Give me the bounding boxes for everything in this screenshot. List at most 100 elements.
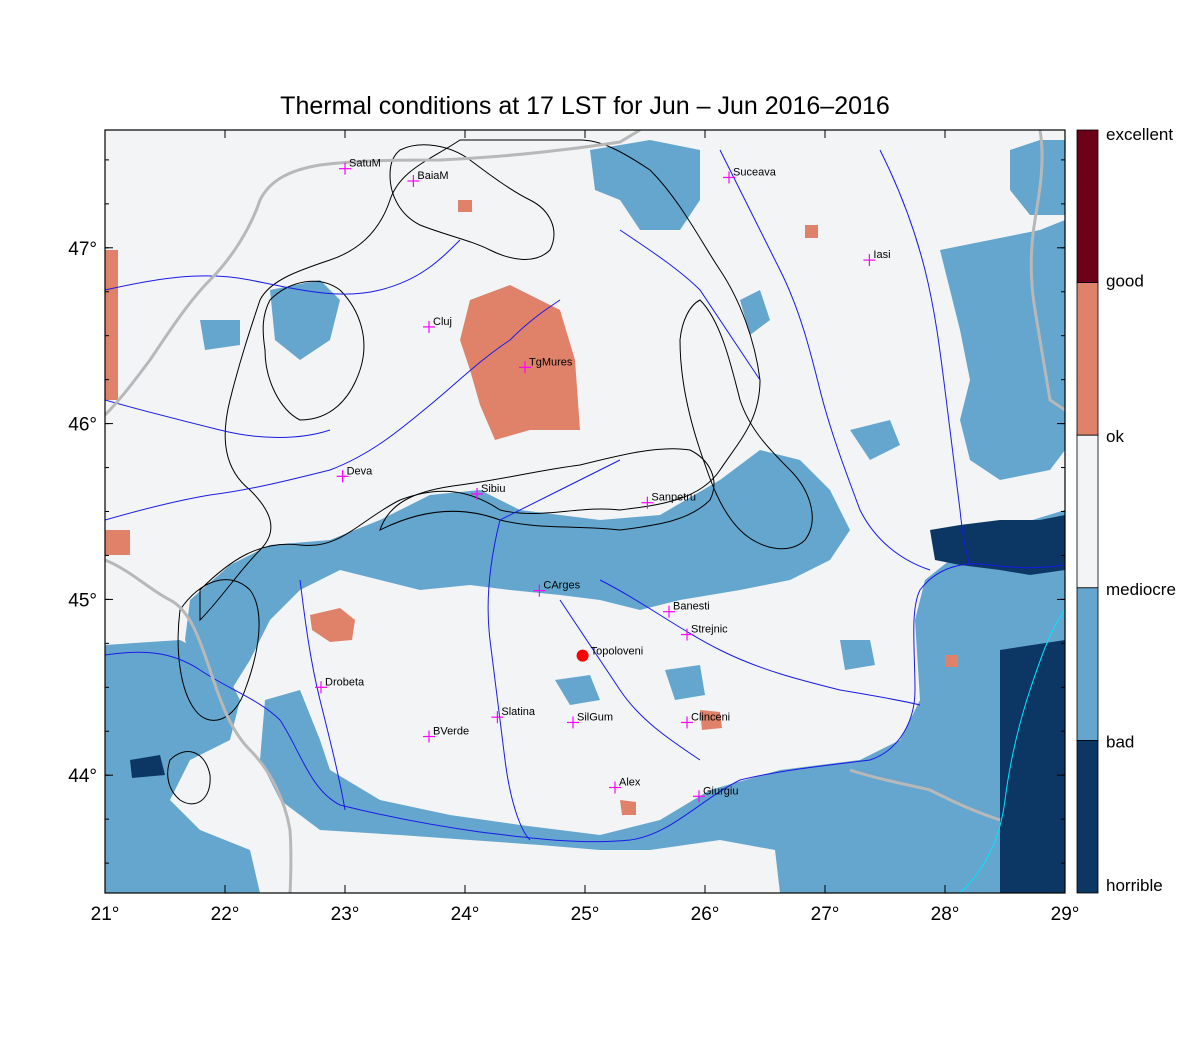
- bad-region-carpathians: [185, 450, 850, 700]
- contour-carpathians-inner: [379, 448, 715, 531]
- lon-tick-label: 26°: [691, 904, 720, 925]
- city-sibiu: Sibiu: [471, 483, 505, 500]
- lon-tick-label: 21°: [91, 904, 120, 925]
- terrain-contours: [167, 139, 813, 805]
- city-giurgiu: Giurgiu: [693, 785, 738, 803]
- lon-tick-label: 24°: [451, 904, 480, 925]
- lat-tick-label: 44°: [68, 766, 97, 787]
- city-label: Clinceni: [691, 711, 730, 723]
- map-content: [105, 130, 1065, 893]
- city-label: Deva: [347, 465, 374, 477]
- city-label: SatuM: [349, 158, 381, 170]
- city-label: TgMures: [529, 356, 573, 368]
- city-iasi: Iasi: [863, 249, 891, 267]
- good-region-west-edge: [105, 530, 130, 555]
- legend-label-bad: bad: [1106, 732, 1134, 751]
- river-danube: [105, 563, 1065, 843]
- city-label: Strejnic: [691, 624, 728, 636]
- good-region-ne-small: [805, 225, 818, 238]
- lon-tick-label: 22°: [211, 904, 240, 925]
- river-siret: [719, 149, 931, 571]
- legend-band: [1076, 282, 1099, 436]
- river-olt: [487, 459, 621, 841]
- good-region-clinceni: [700, 710, 722, 730]
- cities: SatuM BaiaM Suceava Iasi Cluj TgMures Deva Sibi…: [315, 158, 891, 803]
- rivers: [105, 149, 1065, 843]
- lakes-coastline: [959, 609, 1065, 893]
- good-region-southwest: [310, 608, 355, 642]
- contour-southwest-2: [167, 751, 211, 805]
- city-bverde: BVerde: [423, 726, 469, 743]
- bad-region-west-small: [200, 320, 240, 350]
- lon-tick-label: 27°: [811, 904, 840, 925]
- legend-band: [1076, 434, 1099, 589]
- city-label: BaiaM: [417, 170, 448, 182]
- city-label: Sanpetru: [651, 492, 696, 504]
- river-prut: [879, 149, 971, 566]
- bad-region-north: [590, 140, 700, 230]
- borders: [105, 130, 1065, 893]
- bad-region-suceava: [1010, 140, 1065, 215]
- bad-region-central-small: [555, 675, 600, 705]
- city-label: Banesti: [673, 601, 710, 613]
- city-label: BVerde: [433, 726, 469, 738]
- border-hungary-ukraine: [105, 130, 641, 417]
- contour-north-ridge: [389, 144, 555, 260]
- horrible-region-west: [130, 755, 165, 778]
- river-bistrita: [619, 229, 761, 381]
- city-label: Cluj: [433, 316, 452, 328]
- city-alex: Alex: [609, 777, 641, 794]
- city-label: Alex: [619, 777, 641, 789]
- horrible-region-delta: [930, 515, 1065, 575]
- bad-region-danube: [260, 510, 1065, 893]
- border-serbia: [105, 558, 293, 893]
- bad-regions: [105, 140, 1065, 893]
- river-somes: [105, 239, 461, 295]
- border-bulgaria: [849, 768, 1001, 822]
- lon-tick-label: 23°: [331, 904, 360, 925]
- city-cluj: Cluj: [423, 316, 452, 333]
- city-baiam: BaiaM: [407, 170, 449, 187]
- legend-label-ok: ok: [1106, 427, 1124, 446]
- good-region-north: [458, 200, 472, 212]
- city-suceava: Suceava: [723, 166, 777, 184]
- bad-region-apuseni: [270, 280, 340, 360]
- good-regions: [105, 200, 958, 815]
- point-topoloveni: Topoloveni: [576, 646, 643, 662]
- city-label: Sibiu: [481, 483, 505, 495]
- legend-band: [1076, 740, 1099, 894]
- city-label: Suceava: [733, 166, 777, 178]
- contour-apuseni: [262, 280, 365, 421]
- legend-label-mediocre: mediocre: [1106, 580, 1176, 599]
- horrible-region-black-sea: [1000, 640, 1065, 893]
- good-region-alex: [620, 800, 636, 815]
- horrible-regions: [130, 515, 1065, 893]
- river-ialomita: [599, 579, 921, 706]
- bad-region-lower-east: [840, 640, 875, 670]
- city-clinceni: Clinceni: [681, 711, 730, 729]
- river-jiu: [299, 579, 346, 811]
- lat-tick-label: 47°: [68, 239, 97, 260]
- map-title: Thermal conditions at 17 LST for Jun – J…: [280, 92, 890, 120]
- contour-southwest-1: [177, 579, 260, 721]
- city-silgum: SilGum: [567, 711, 613, 729]
- city-label: Iasi: [873, 249, 890, 261]
- border-moldova: [1029, 130, 1065, 412]
- legend-band: [1076, 129, 1099, 284]
- legend-label-good: good: [1106, 272, 1144, 291]
- lon-tick-label: 29°: [1051, 904, 1080, 925]
- legend-band: [1076, 587, 1099, 741]
- bad-region-upper: [740, 290, 770, 335]
- contour-east-carpathians: [679, 299, 813, 550]
- city-label: Slatina: [501, 706, 536, 718]
- city-sanpetru: Sanpetru: [641, 492, 696, 509]
- lon-tick-label: 28°: [931, 904, 960, 925]
- coastline: [959, 609, 1065, 893]
- good-region-border-left: [105, 250, 118, 400]
- city-deva: Deva: [336, 465, 374, 483]
- city-banesti: Banesti: [663, 601, 710, 618]
- city-label: Giurgiu: [703, 785, 738, 797]
- city-carges: CArges: [533, 580, 581, 597]
- bad-region-east-small: [850, 420, 900, 460]
